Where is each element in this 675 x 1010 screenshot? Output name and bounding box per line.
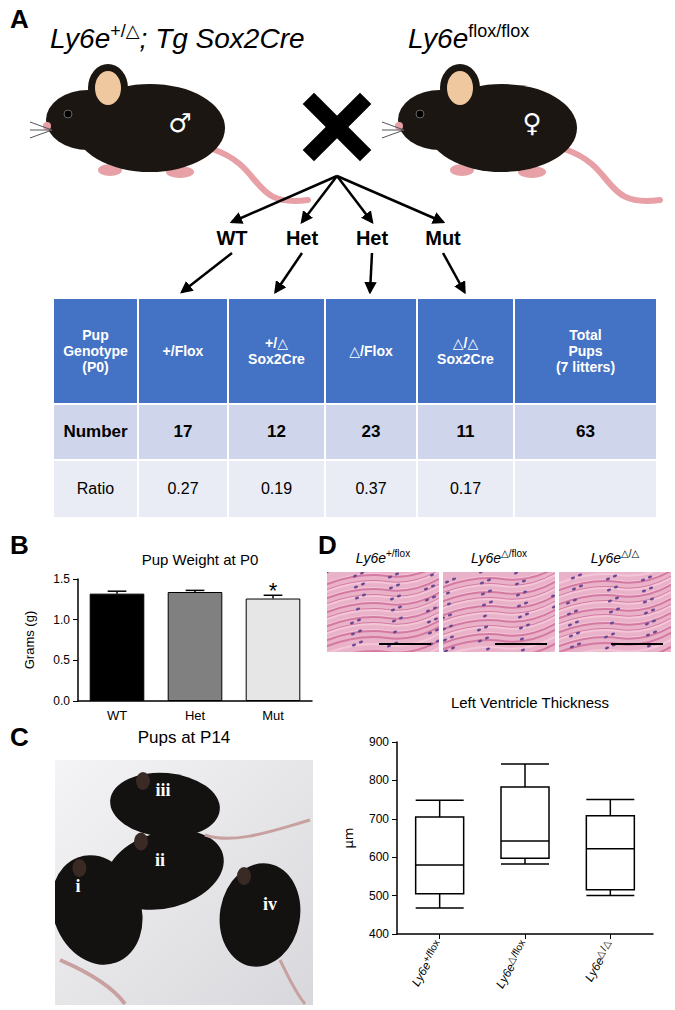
svg-text:Het: Het — [356, 227, 389, 249]
html-text:0.19: 0.19 — [260, 480, 293, 497]
html-text:12: 12 — [267, 422, 286, 441]
svg-text:WT: WT — [216, 227, 247, 249]
svg-text:Left Ventricle Thickness: Left Ventricle Thickness — [451, 694, 609, 711]
svg-text:*: * — [269, 578, 278, 603]
html-text:Pup Genotype (P0): Pup Genotype (P0) — [63, 327, 128, 375]
svg-text:△/flox: △/flox — [504, 938, 527, 966]
html-text:A: A — [10, 4, 29, 34]
svg-text:Ly6eflox/flox: Ly6eflox/flox — [408, 21, 529, 54]
html-text:Number: Number — [63, 422, 128, 441]
html-text:D: D — [318, 530, 337, 560]
svg-text:iii: iii — [155, 780, 170, 800]
svg-text:iv: iv — [263, 894, 277, 914]
html-text:0.37: 0.37 — [355, 480, 387, 497]
svg-text:400: 400 — [369, 927, 389, 941]
html-text:Ratio: Ratio — [76, 480, 115, 497]
svg-text:WT: WT — [107, 708, 127, 723]
svg-text:Het: Het — [185, 708, 206, 723]
svg-text:1.0: 1.0 — [53, 613, 70, 627]
svg-text:Grams (g): Grams (g) — [22, 611, 37, 670]
svg-text:Pup Weight at P0: Pup Weight at P0 — [142, 551, 258, 568]
svg-text:500: 500 — [369, 889, 389, 903]
svg-text:i: i — [75, 876, 80, 896]
html-text:63: 63 — [576, 422, 595, 441]
html-text:+/△ Sox2Cre: +/△ Sox2Cre — [248, 335, 305, 367]
html-text:17: 17 — [173, 422, 193, 441]
svg-text:Ly6e+/△; Tg Sox2Cre: Ly6e+/△; Tg Sox2Cre — [50, 21, 305, 54]
html-text:0.17: 0.17 — [449, 480, 482, 497]
svg-text:800: 800 — [369, 773, 389, 787]
svg-text:μm: μm — [341, 828, 356, 849]
svg-text:Mut: Mut — [425, 227, 461, 249]
svg-text:0.0: 0.0 — [53, 694, 70, 708]
svg-text:900: 900 — [369, 735, 389, 749]
svg-text:Ly6e: Ly6e — [582, 954, 607, 984]
svg-text:700: 700 — [369, 812, 389, 826]
svg-text:1.5: 1.5 — [53, 572, 70, 586]
html-text:△/△ Sox2Cre: △/△ Sox2Cre — [437, 335, 494, 367]
html-text:23: 23 — [361, 422, 381, 441]
svg-text:Het: Het — [286, 227, 319, 249]
html-text:Ly6e△/flox: Ly6e△/flox — [470, 548, 528, 566]
svg-text:+/flox: +/flox — [420, 938, 442, 964]
html-text:C: C — [10, 722, 29, 752]
svg-text:♀: ♀ — [522, 108, 541, 138]
svg-text:0.5: 0.5 — [53, 653, 70, 667]
svg-text:♂: ♂ — [168, 108, 191, 138]
svg-text:Mut: Mut — [262, 708, 284, 723]
svg-text:600: 600 — [369, 850, 389, 864]
html-text:Ly6e△/△: Ly6e△/△ — [590, 548, 640, 566]
html-text:B: B — [10, 530, 29, 560]
html-text:Total Pups (7 litters): Total Pups (7 litters) — [555, 327, 616, 375]
html-text:Ly6e+/flox: Ly6e+/flox — [355, 548, 411, 566]
html-text:△/Flox: △/Flox — [349, 343, 393, 359]
html-text:11: 11 — [456, 422, 475, 441]
html-text:Pups at P14: Pups at P14 — [137, 728, 231, 747]
svg-text:Ly6e: Ly6e — [409, 959, 434, 989]
svg-text:Ly6e: Ly6e — [493, 961, 518, 991]
html-text:+/Flox: +/Flox — [162, 343, 204, 359]
svg-text:ii: ii — [155, 850, 165, 870]
html-text:0.27: 0.27 — [167, 480, 199, 497]
